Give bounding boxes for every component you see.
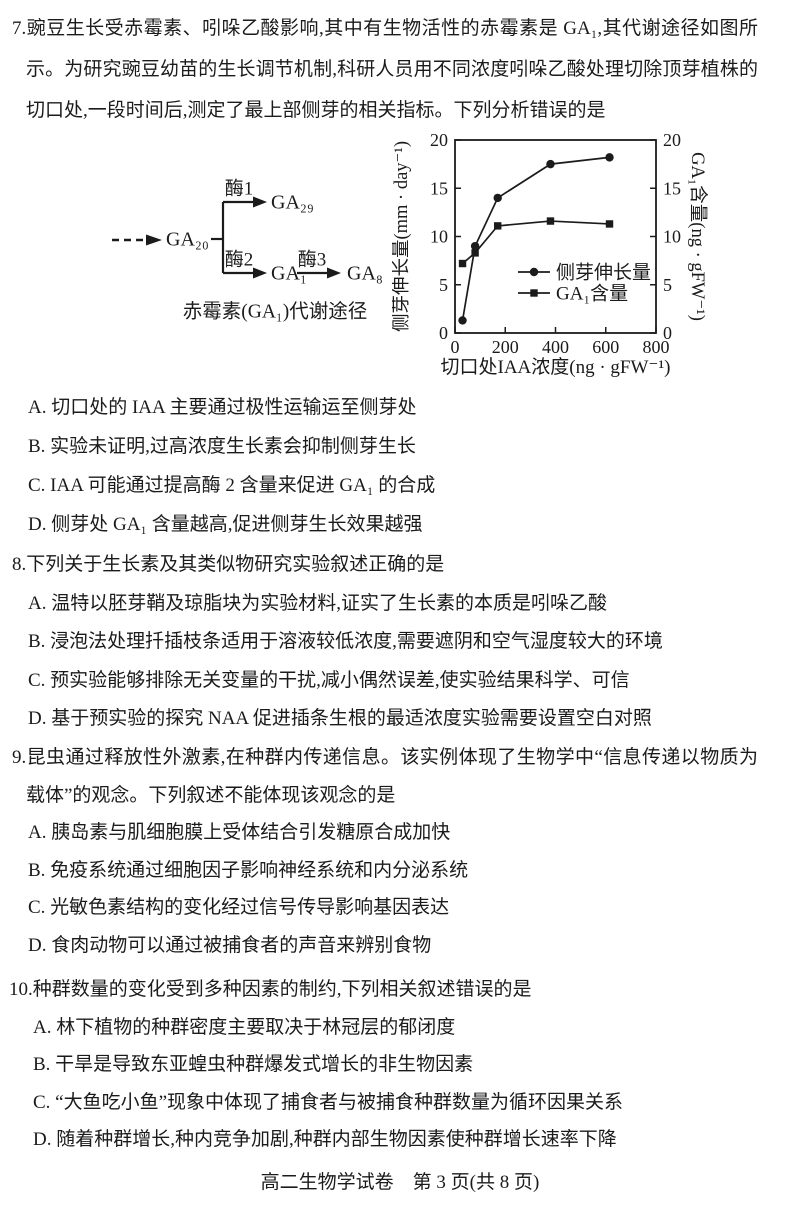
data-point-circle	[493, 193, 502, 203]
x-tick-label: 800	[643, 337, 670, 357]
y-right-tick-label: 20	[663, 130, 681, 150]
question-8-stem-text: 下列关于生长素及其类似物研究实验叙述正确的是	[26, 554, 445, 575]
question-8: 8.下列关于生长素及其类似物研究实验叙述正确的是 A. 温特以胚芽鞘及琼脂块为实…	[0, 546, 786, 739]
y-left-axis-title: 侧芽伸长量(mm · day⁻¹)	[392, 141, 412, 332]
question-9-stem: 9.昆虫通过释放性外激素,在种群内传递信息。该实例体现了生物学中“信息传递以物质…	[0, 739, 786, 814]
question-10-option-b: B. 干旱是导致东亚蝗虫种群爆发式增长的非生物因素	[33, 1054, 474, 1076]
pathway-enzyme1-label: 酶1	[224, 178, 254, 200]
question-7-option-c: C. IAA 可能通过提高酶 2 含量来促进 GA₁ 的合成	[28, 475, 436, 496]
question-9-option-c: C. 光敏色素结构的变化经过信号传导影响基因表达	[28, 897, 450, 919]
dashed-arrow-head	[146, 234, 162, 246]
question-7-option-d: D. 侧芽处 GA₁ 含量越高,促进侧芽生长效果越强	[28, 514, 423, 535]
legend-marker-circle	[529, 267, 539, 277]
pathway-enzyme3-label: 酶3	[297, 249, 327, 271]
data-point-square	[471, 249, 479, 257]
pathway-product3-label: GA₈	[347, 262, 383, 285]
legend-label: 侧芽伸长量	[556, 262, 651, 284]
y-right-tick-label: 0	[663, 323, 672, 343]
y-left-tick-label: 0	[439, 323, 448, 343]
data-point-circle	[458, 316, 467, 325]
x-tick-label: 0	[451, 337, 460, 357]
pathway-product2-label: GA₁	[271, 262, 307, 285]
question-10-stem-text: 种群数量的变化受到多种因素的制约,下列相关叙述错误的是	[32, 979, 532, 1000]
question-9-option-d: D. 食肉动物可以通过被捕食者的声音来辨别食物	[28, 934, 432, 956]
data-point-circle	[546, 159, 555, 169]
question-7: 7.豌豆生长受赤霉素、吲哚乙酸影响,其中有生物活性的赤霉素是 GA₁,其代谢途径…	[0, 8, 786, 131]
question-9-stem-text: 昆虫通过释放性外激素,在种群内传递信息。该实例体现了生物学中“信息传递以物质为载…	[26, 747, 758, 806]
y-left-tick-label: 20	[430, 130, 448, 150]
question-7-number: 7.	[12, 18, 27, 39]
pathway-caption: 赤霉素(GA₁)代谢途径	[182, 301, 368, 323]
legend-label: GA₁含量	[556, 283, 628, 305]
pathway-enzyme2-label: 酶2	[224, 249, 254, 271]
question-7-option-a: A. 切口处的 IAA 主要通过极性运输运至侧芽处	[28, 397, 417, 418]
question-10-option-a: A. 林下植物的种群密度主要取决于林冠层的郁闭度	[33, 1016, 456, 1038]
y-right-axis-title: GA₁含量(ng · gFW⁻¹)	[687, 152, 708, 321]
enzyme2-arrow-head	[253, 267, 267, 279]
x-tick-label: 200	[492, 337, 519, 357]
enzyme3-arrow-head	[327, 267, 341, 279]
data-point-circle	[605, 153, 614, 162]
x-tick-label: 600	[592, 337, 619, 357]
question-10-number: 10.	[9, 979, 33, 1000]
question-10-option-d: D. 随着种群增长,种内竞争加剧,种群内部生物因素使种群增长速率下降	[33, 1129, 617, 1151]
data-point-square	[546, 217, 555, 225]
data-point-square	[605, 220, 614, 228]
x-axis-title: 切口处IAA浓度(ng · gFW⁻¹)	[441, 356, 671, 378]
question-8-option-b: B. 浸泡法处理扦插枝条适用于溶液较低浓度,需要遮阴和空气湿度较大的环境	[28, 631, 663, 652]
question-8-stem: 8.下列关于生长素及其类似物研究实验叙述正确的是	[0, 546, 786, 585]
pathway-arrows	[112, 196, 341, 279]
enzyme1-arrow-head	[253, 196, 267, 208]
y-left-tick-label: 10	[430, 227, 448, 247]
data-point-square	[458, 259, 467, 268]
question-10-stem: 10.种群数量的变化受到多种因素的制约,下列相关叙述错误的是	[0, 971, 786, 1009]
question-9-option-b: B. 免疫系统通过细胞因子影响神经系统和内分泌系统	[28, 859, 469, 881]
legend-marker-square	[530, 289, 538, 297]
x-tick-label: 400	[542, 337, 569, 357]
y-left-tick-label: 5	[439, 275, 448, 295]
pathway-source-label: GA₂₀	[166, 228, 209, 251]
question-10-option-c: C. “大鱼吃小鱼”现象中体现了捕食者与被捕食种群数量为循环因果关系	[33, 1091, 624, 1113]
pathway-diagram: GA₂₀ 酶1 GA₂₉ 酶2 GA₁ 酶3 GA₈ 赤霉素(GA₁)代谢途径	[88, 146, 428, 331]
y-left-tick-label: 15	[430, 178, 448, 198]
question-9-option-a: A. 胰岛素与肌细胞膜上受体结合引发糖原合成加快	[28, 822, 451, 844]
question-9-number: 9.	[12, 747, 27, 768]
question-7-stem: 7.豌豆生长受赤霉素、吲哚乙酸影响,其中有生物活性的赤霉素是 GA₁,其代谢途径…	[0, 8, 786, 131]
question-8-option-d: D. 基于预实验的探究 NAA 促进插条生根的最适浓度实验需要设置空白对照	[28, 708, 652, 729]
pathway-product1-label: GA₂₉	[271, 191, 314, 214]
question-8-number: 8.	[12, 554, 27, 575]
question-8-option-c: C. 预实验能够排除无关变量的干扰,减小偶然误差,使实验结果科学、可信	[28, 669, 630, 691]
question-9: 9.昆虫通过释放性外激素,在种群内传递信息。该实例体现了生物学中“信息传递以物质…	[0, 739, 786, 965]
y-right-tick-label: 15	[663, 178, 681, 198]
question-10: 10.种群数量的变化受到多种因素的制约,下列相关叙述错误的是 A. 林下植物的种…	[0, 971, 786, 1159]
question-8-option-a: A. 温特以胚芽鞘及琼脂块为实验材料,证实了生长素的本质是吲哚乙酸	[28, 592, 607, 614]
data-point-circle	[470, 241, 480, 251]
y-right-tick-label: 10	[663, 227, 681, 247]
question-7-option-b: B. 实验未证明,过高浓度生长素会抑制侧芽生长	[28, 436, 416, 457]
data-point-square	[494, 222, 502, 230]
y-right-tick-label: 5	[663, 275, 672, 295]
page-footer: 高二生物学试卷 第 3 页(共 8 页)	[260, 1172, 540, 1193]
question-7-options: A. 切口处的 IAA 主要通过极性运输运至侧芽处 B. 实验未证明,过高浓度生…	[0, 388, 786, 544]
question-7-stem-text: 豌豆生长受赤霉素、吲哚乙酸影响,其中有生物活性的赤霉素是 GA₁,其代谢途径如图…	[26, 18, 758, 121]
